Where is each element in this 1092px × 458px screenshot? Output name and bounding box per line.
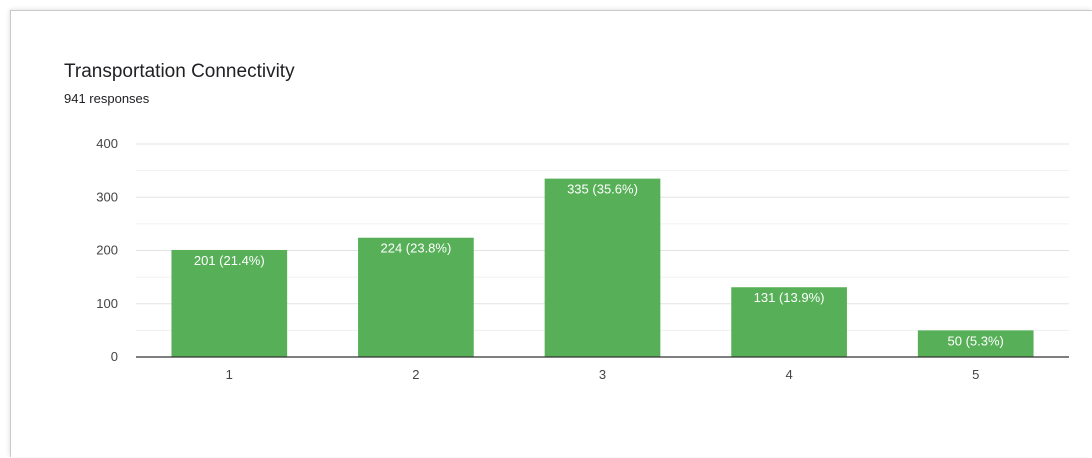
y-tick-label: 0 xyxy=(111,349,118,364)
y-axis-ticks: 0 100 200 300 400 xyxy=(96,136,118,364)
bar-data-label: 335 (35.6%) xyxy=(567,182,638,197)
bars: 201 (21.4%) 224 (23.8%) 335 (35.6%) 131 (13… xyxy=(171,178,1034,357)
bar-data-label: 224 (23.8%) xyxy=(380,241,451,256)
gridlines xyxy=(136,143,1069,331)
bar[interactable] xyxy=(917,330,1034,357)
y-tick-label: 300 xyxy=(96,189,118,204)
x-tick-label: 3 xyxy=(599,367,606,382)
x-tick-label: 4 xyxy=(785,367,792,382)
y-tick-label: 400 xyxy=(96,136,118,151)
bar[interactable] xyxy=(171,249,288,357)
bar-chart: 0 100 200 300 400 201 (21.4%) 224 (23.8%) 335 … xyxy=(96,136,1069,382)
x-tick-label: 1 xyxy=(226,367,233,382)
bar[interactable] xyxy=(358,237,474,357)
y-tick-label: 100 xyxy=(96,296,118,311)
chart-title: Transportation Connectivity xyxy=(64,61,295,82)
bar[interactable] xyxy=(731,287,847,357)
chart-card: Transportation Connectivity 941 response… xyxy=(10,10,1092,457)
x-axis-ticks: 1 2 3 4 5 xyxy=(226,367,980,382)
x-tick-label: 5 xyxy=(972,367,979,382)
y-tick-label: 200 xyxy=(96,243,118,258)
bar-data-label: 201 (21.4%) xyxy=(194,253,265,268)
bar[interactable] xyxy=(544,178,661,357)
bar-data-label: 131 (13.9%) xyxy=(754,290,825,305)
bar-data-label: 50 (5.3%) xyxy=(948,333,1004,348)
x-tick-label: 2 xyxy=(412,367,419,382)
response-count: 941 responses xyxy=(64,91,150,106)
